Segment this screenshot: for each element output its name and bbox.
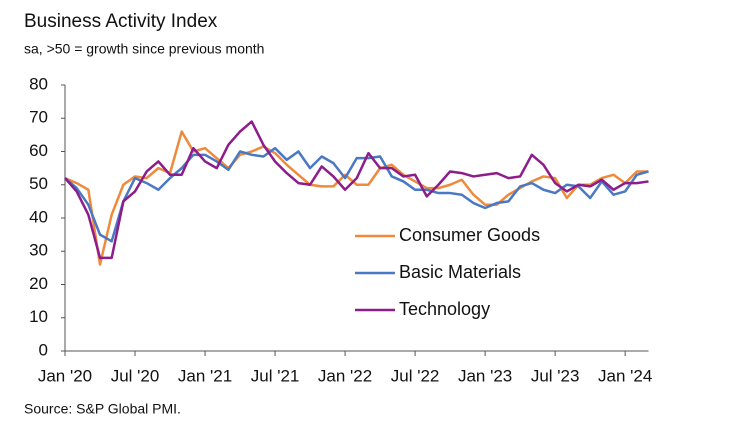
x-tick-label: Jan '24: [598, 366, 652, 385]
x-tick-label: Jul '21: [251, 366, 300, 385]
y-tick-label: 60: [29, 141, 48, 160]
source-note: Source: S&P Global PMI.: [24, 401, 181, 417]
y-tick-label: 40: [29, 207, 48, 226]
x-tick-label: Jul '22: [391, 366, 440, 385]
series-line: [64, 120, 649, 260]
y-tick-label: 80: [29, 74, 48, 93]
x-tick-label: Jan '23: [458, 366, 512, 385]
x-tick-label: Jul '23: [531, 366, 580, 385]
y-tick-label: 30: [29, 241, 48, 260]
legend-label: Consumer Goods: [399, 225, 540, 245]
y-tick-label: 50: [29, 174, 48, 193]
chart-subtitle: sa, >50 = growth since previous month: [24, 41, 264, 57]
y-tick-label: 20: [29, 274, 48, 293]
legend-label: Basic Materials: [399, 262, 521, 282]
y-tick-label: 10: [29, 307, 48, 326]
x-tick-label: Jul '20: [111, 366, 160, 385]
series-line: [64, 146, 649, 243]
chart-title: Business Activity Index: [24, 11, 218, 32]
y-tick-label: 0: [39, 340, 48, 359]
x-tick-label: Jan '22: [318, 366, 372, 385]
x-tick-label: Jan '20: [38, 366, 92, 385]
legend-label: Technology: [399, 299, 490, 319]
x-tick-label: Jan '21: [178, 366, 232, 385]
series-line: [64, 130, 649, 266]
y-tick-label: 70: [29, 108, 48, 127]
